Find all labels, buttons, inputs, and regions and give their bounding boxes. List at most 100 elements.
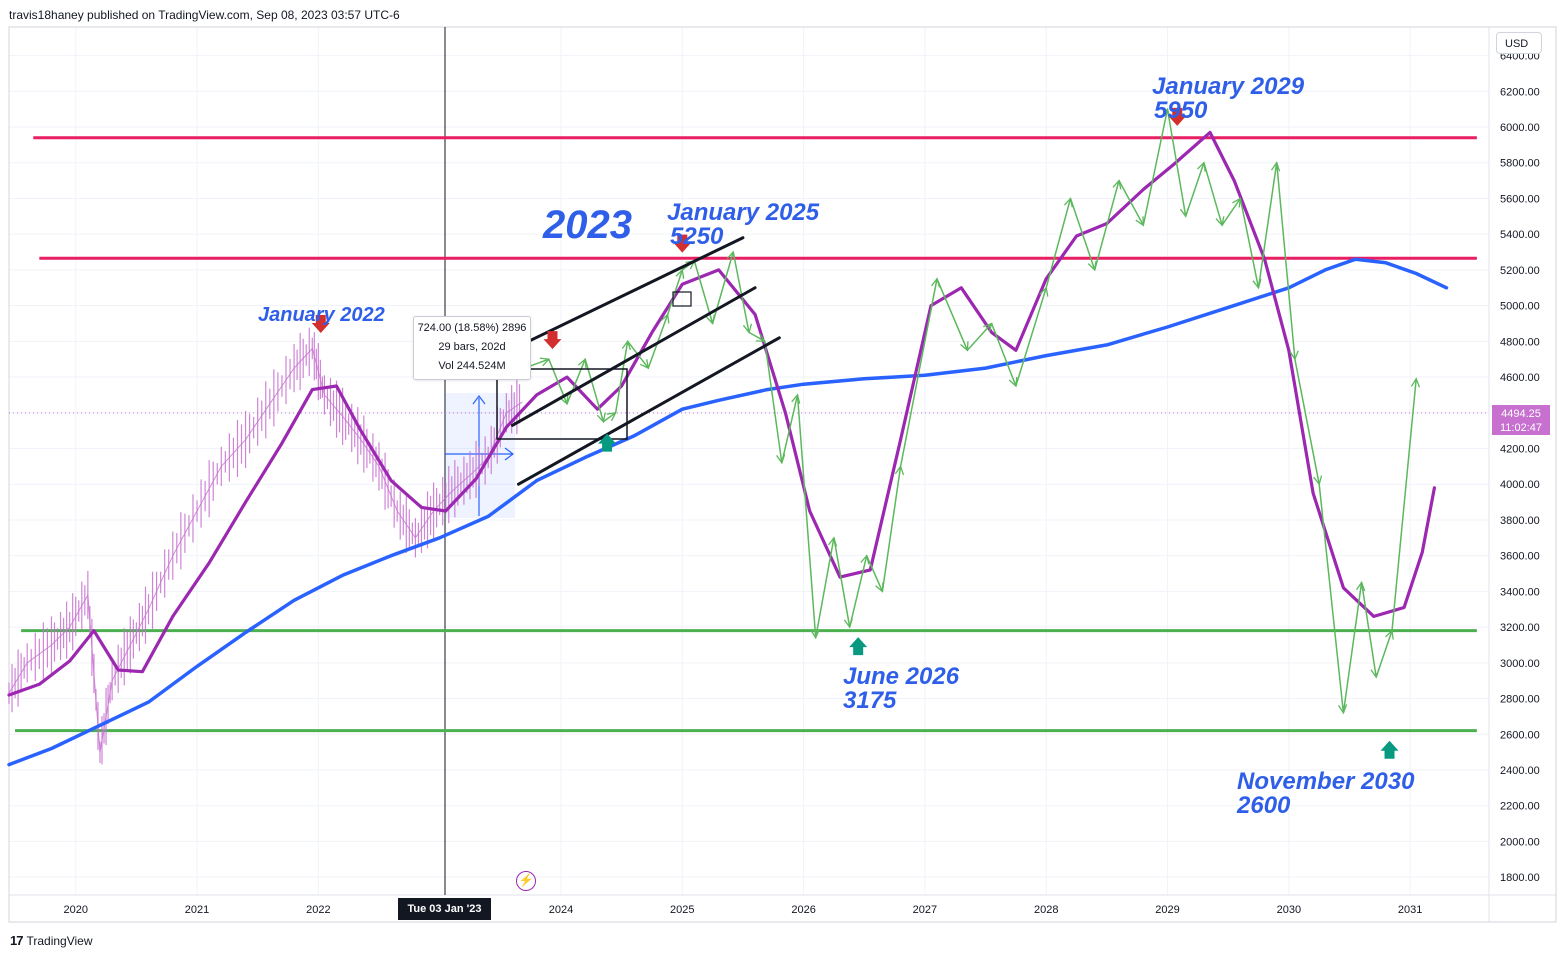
channel-mid xyxy=(510,286,757,427)
projection-arrowhead-4 xyxy=(596,412,606,424)
arrow-down-jan2029 xyxy=(1168,107,1187,126)
flash-icon[interactable]: ⚡ xyxy=(516,871,536,891)
projection-arrowhead-7 xyxy=(639,359,650,370)
x-tick-label-2029: 2029 xyxy=(1155,904,1179,916)
projection-arrowhead-25 xyxy=(982,322,993,333)
projection-arrowhead-32 xyxy=(1161,107,1171,118)
projection-arrowhead-14 xyxy=(755,333,767,343)
x-tick-label-2027: 2027 xyxy=(913,904,937,916)
projection-arrowhead-22 xyxy=(894,464,905,476)
projection-arrowhead-1 xyxy=(539,357,551,367)
x-tick-label-2028: 2028 xyxy=(1034,904,1058,916)
projection-arrowhead-9 xyxy=(675,268,685,279)
projection-arrowhead-34 xyxy=(1197,161,1206,172)
y-tick-label-4000: 4000.00 xyxy=(1500,479,1540,491)
arrow-up-nov2030 xyxy=(1380,740,1399,759)
annotation-june-2026-price: 3175 xyxy=(843,687,897,714)
publisher-header: travis18haney published on TradingView.c… xyxy=(9,8,400,22)
projection-arrowhead-2 xyxy=(559,394,569,406)
bar-countdown: 11:02:47 xyxy=(1499,422,1542,434)
projection-arrowhead-43 xyxy=(1370,668,1380,679)
y-axis-ticks: 1800.00 2000.00 2200.00 2400.00 2600.00 2800.… xyxy=(1500,51,1540,885)
annotation-2023: 2023 xyxy=(543,203,632,247)
last-price-value: 4494.25 xyxy=(1501,408,1541,420)
y-tick-label-5400: 5400.00 xyxy=(1500,229,1540,241)
projection-arrowhead-31 xyxy=(1135,216,1144,227)
projection-arrowhead-33 xyxy=(1179,207,1190,218)
tradingview-mark-icon: 17 xyxy=(10,933,24,948)
x-axis-ticks: 2020 2021 2022 2024 2025 2026 2027 2028 2029 2030… xyxy=(63,904,1422,916)
chart-outer-border xyxy=(8,26,1557,923)
arrow-up-jun2026 xyxy=(849,637,868,656)
x-tick-label-2021: 2021 xyxy=(185,904,209,916)
y-tick-label-2200: 2200.00 xyxy=(1500,801,1540,813)
projection-arrowhead-19 xyxy=(843,618,853,629)
projection-arrowhead-36 xyxy=(1232,197,1242,208)
y-tick-label-1800: 1800.00 xyxy=(1500,872,1540,884)
projection-arrowhead-20 xyxy=(860,554,870,565)
markers xyxy=(311,107,1399,759)
plot-background xyxy=(9,27,1489,895)
projection-arrowhead-35 xyxy=(1215,216,1225,227)
x-tick-label-2022: 2022 xyxy=(306,904,330,916)
arrow-down-jan2022 xyxy=(311,315,330,334)
projection-arrowhead-40 xyxy=(1313,475,1323,486)
y-tick-label-3600: 3600.00 xyxy=(1500,551,1540,563)
tooltip-line-volume: Vol 244.524M xyxy=(438,360,506,372)
channel-top xyxy=(504,236,745,354)
y-tick-label-2000: 2000.00 xyxy=(1500,836,1540,848)
y-tick-label-5000: 5000.00 xyxy=(1500,301,1540,313)
projection-arrowhead-29 xyxy=(1087,260,1097,272)
projection-arrowhead-30 xyxy=(1112,179,1122,190)
horizontal-levels xyxy=(15,136,1477,733)
projection-arrowhead-18 xyxy=(827,536,838,547)
y-tick-label-3800: 3800.00 xyxy=(1500,515,1540,527)
arrow-down-jan2025 xyxy=(673,234,692,253)
projection-arrowhead-11 xyxy=(705,314,715,325)
projection-arrowhead-17 xyxy=(810,629,820,640)
annotation-january-2029-price: 5950 xyxy=(1154,97,1208,124)
y-tick-label-4200: 4200.00 xyxy=(1500,443,1540,455)
y-tick-label-2600: 2600.00 xyxy=(1500,729,1540,741)
y-tick-label-4800: 4800.00 xyxy=(1500,336,1540,348)
annotation-january-2025-price: 5250 xyxy=(670,223,724,250)
channel-bottom xyxy=(517,336,781,486)
x-tick-label-2020: 2020 xyxy=(63,904,87,916)
projection-arrowhead-44 xyxy=(1385,629,1394,640)
annotation-january-2025-date: January 2025 xyxy=(667,199,820,226)
series-line-cycle-wave xyxy=(7,130,1437,697)
y-tick-label-5800: 5800.00 xyxy=(1500,158,1540,170)
y-tick-label-5600: 5600.00 xyxy=(1500,193,1540,205)
x-tick-label-2030: 2030 xyxy=(1277,904,1301,916)
consolidation-box xyxy=(496,368,628,440)
projection-arrowhead-41 xyxy=(1337,704,1348,715)
currency-button[interactable]: USD xyxy=(1496,32,1542,54)
tradingview-logo[interactable]: 17 TradingView xyxy=(10,933,93,948)
tooltip-line-change: 724.00 (18.58%) 2896 xyxy=(417,322,527,334)
projection-arrowhead-16 xyxy=(791,393,801,404)
projection-arrowhead-39 xyxy=(1289,350,1299,361)
crosshair-date-label: Tue 03 Jan '23 xyxy=(398,898,491,920)
annotation-november-2030-price: 2600 xyxy=(1237,792,1291,819)
x-tick-label-2026: 2026 xyxy=(791,904,815,916)
channel-lines xyxy=(504,236,781,486)
measure-arrowhead-right xyxy=(504,447,514,461)
projection-arrowhead-12 xyxy=(726,250,736,262)
annotation-january-2029-date: January 2029 xyxy=(1152,73,1305,100)
y-tick-label-2800: 2800.00 xyxy=(1500,694,1540,706)
y-tick-label-4600: 4600.00 xyxy=(1500,372,1540,384)
arrow-up-2024 xyxy=(598,433,617,452)
y-tick-label-6200: 6200.00 xyxy=(1500,86,1540,98)
projection-arrowhead-38 xyxy=(1270,161,1281,172)
x-tick-label-2024: 2024 xyxy=(549,904,573,916)
y-tick-label-3000: 3000.00 xyxy=(1500,658,1540,670)
last-price-tag: 4494.25 11:02:47 xyxy=(1492,405,1550,435)
projection-arrowhead-3 xyxy=(577,357,587,369)
tradingview-logo-text: TradingView xyxy=(26,933,93,948)
projection-arrowhead-26 xyxy=(1008,376,1018,388)
projection-arrowhead-37 xyxy=(1252,278,1262,290)
axis-panel xyxy=(1489,27,1556,895)
measure-arrowhead-up xyxy=(472,395,486,405)
y-tick-label-2400: 2400.00 xyxy=(1500,765,1540,777)
